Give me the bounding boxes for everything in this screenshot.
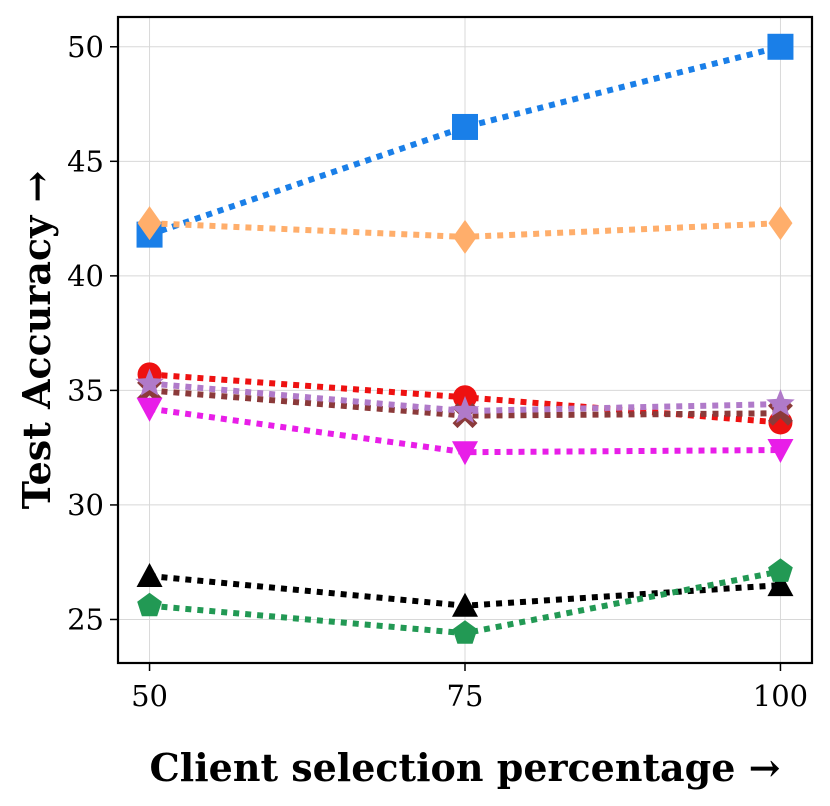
data-point-black-triangle-up (452, 592, 478, 617)
x-tick-label: 50 (131, 679, 168, 713)
x-tick-label: 75 (447, 679, 484, 713)
series-orange-diamond (137, 206, 793, 254)
series-purple-star (135, 368, 795, 424)
data-point-black-triangle-up (767, 572, 794, 597)
data-point-purple-star (450, 396, 480, 424)
y-tick-label: 40 (67, 259, 104, 293)
y-tick-label: 45 (67, 144, 104, 178)
series-green-pentagon (137, 558, 793, 644)
y-tick-label: 30 (67, 488, 104, 522)
y-tick-label: 35 (67, 373, 104, 407)
data-point-purple-star (135, 368, 164, 396)
x-tick-label: 100 (753, 679, 808, 713)
data-point-orange-diamond (768, 206, 793, 241)
series-black-triangle-up (136, 562, 794, 617)
data-point-magenta-triangle-down (136, 397, 163, 422)
data-point-green-pentagon (768, 558, 793, 582)
series-line-blue-square (148, 43, 782, 238)
data-point-orange-diamond (453, 219, 477, 254)
data-point-green-pentagon (137, 592, 162, 617)
y-tick-label: 25 (67, 602, 104, 636)
y-tick-label: 50 (67, 30, 104, 64)
data-point-blue-square (767, 33, 794, 60)
series-line-magenta-triangle-down (149, 405, 781, 456)
grid (118, 17, 812, 663)
data-point-purple-star (766, 389, 795, 417)
data-point-blue-square (452, 113, 478, 140)
x-axis-label: Client selection percentage → (150, 745, 781, 790)
data-point-black-triangle-up (136, 562, 163, 587)
data-point-green-pentagon (452, 620, 478, 644)
y-axis-label: Test Accuracy → (14, 171, 59, 510)
ticks: 25 30 35 40 45 50 50 75 100 (67, 30, 808, 713)
series-blue-square (136, 33, 794, 248)
series-layer (135, 33, 795, 644)
data-point-magenta-triangle-down (767, 438, 794, 463)
data-point-magenta-triangle-down (452, 441, 478, 466)
data-point-orange-diamond (137, 206, 162, 241)
series-magenta-triangle-down (136, 397, 794, 466)
